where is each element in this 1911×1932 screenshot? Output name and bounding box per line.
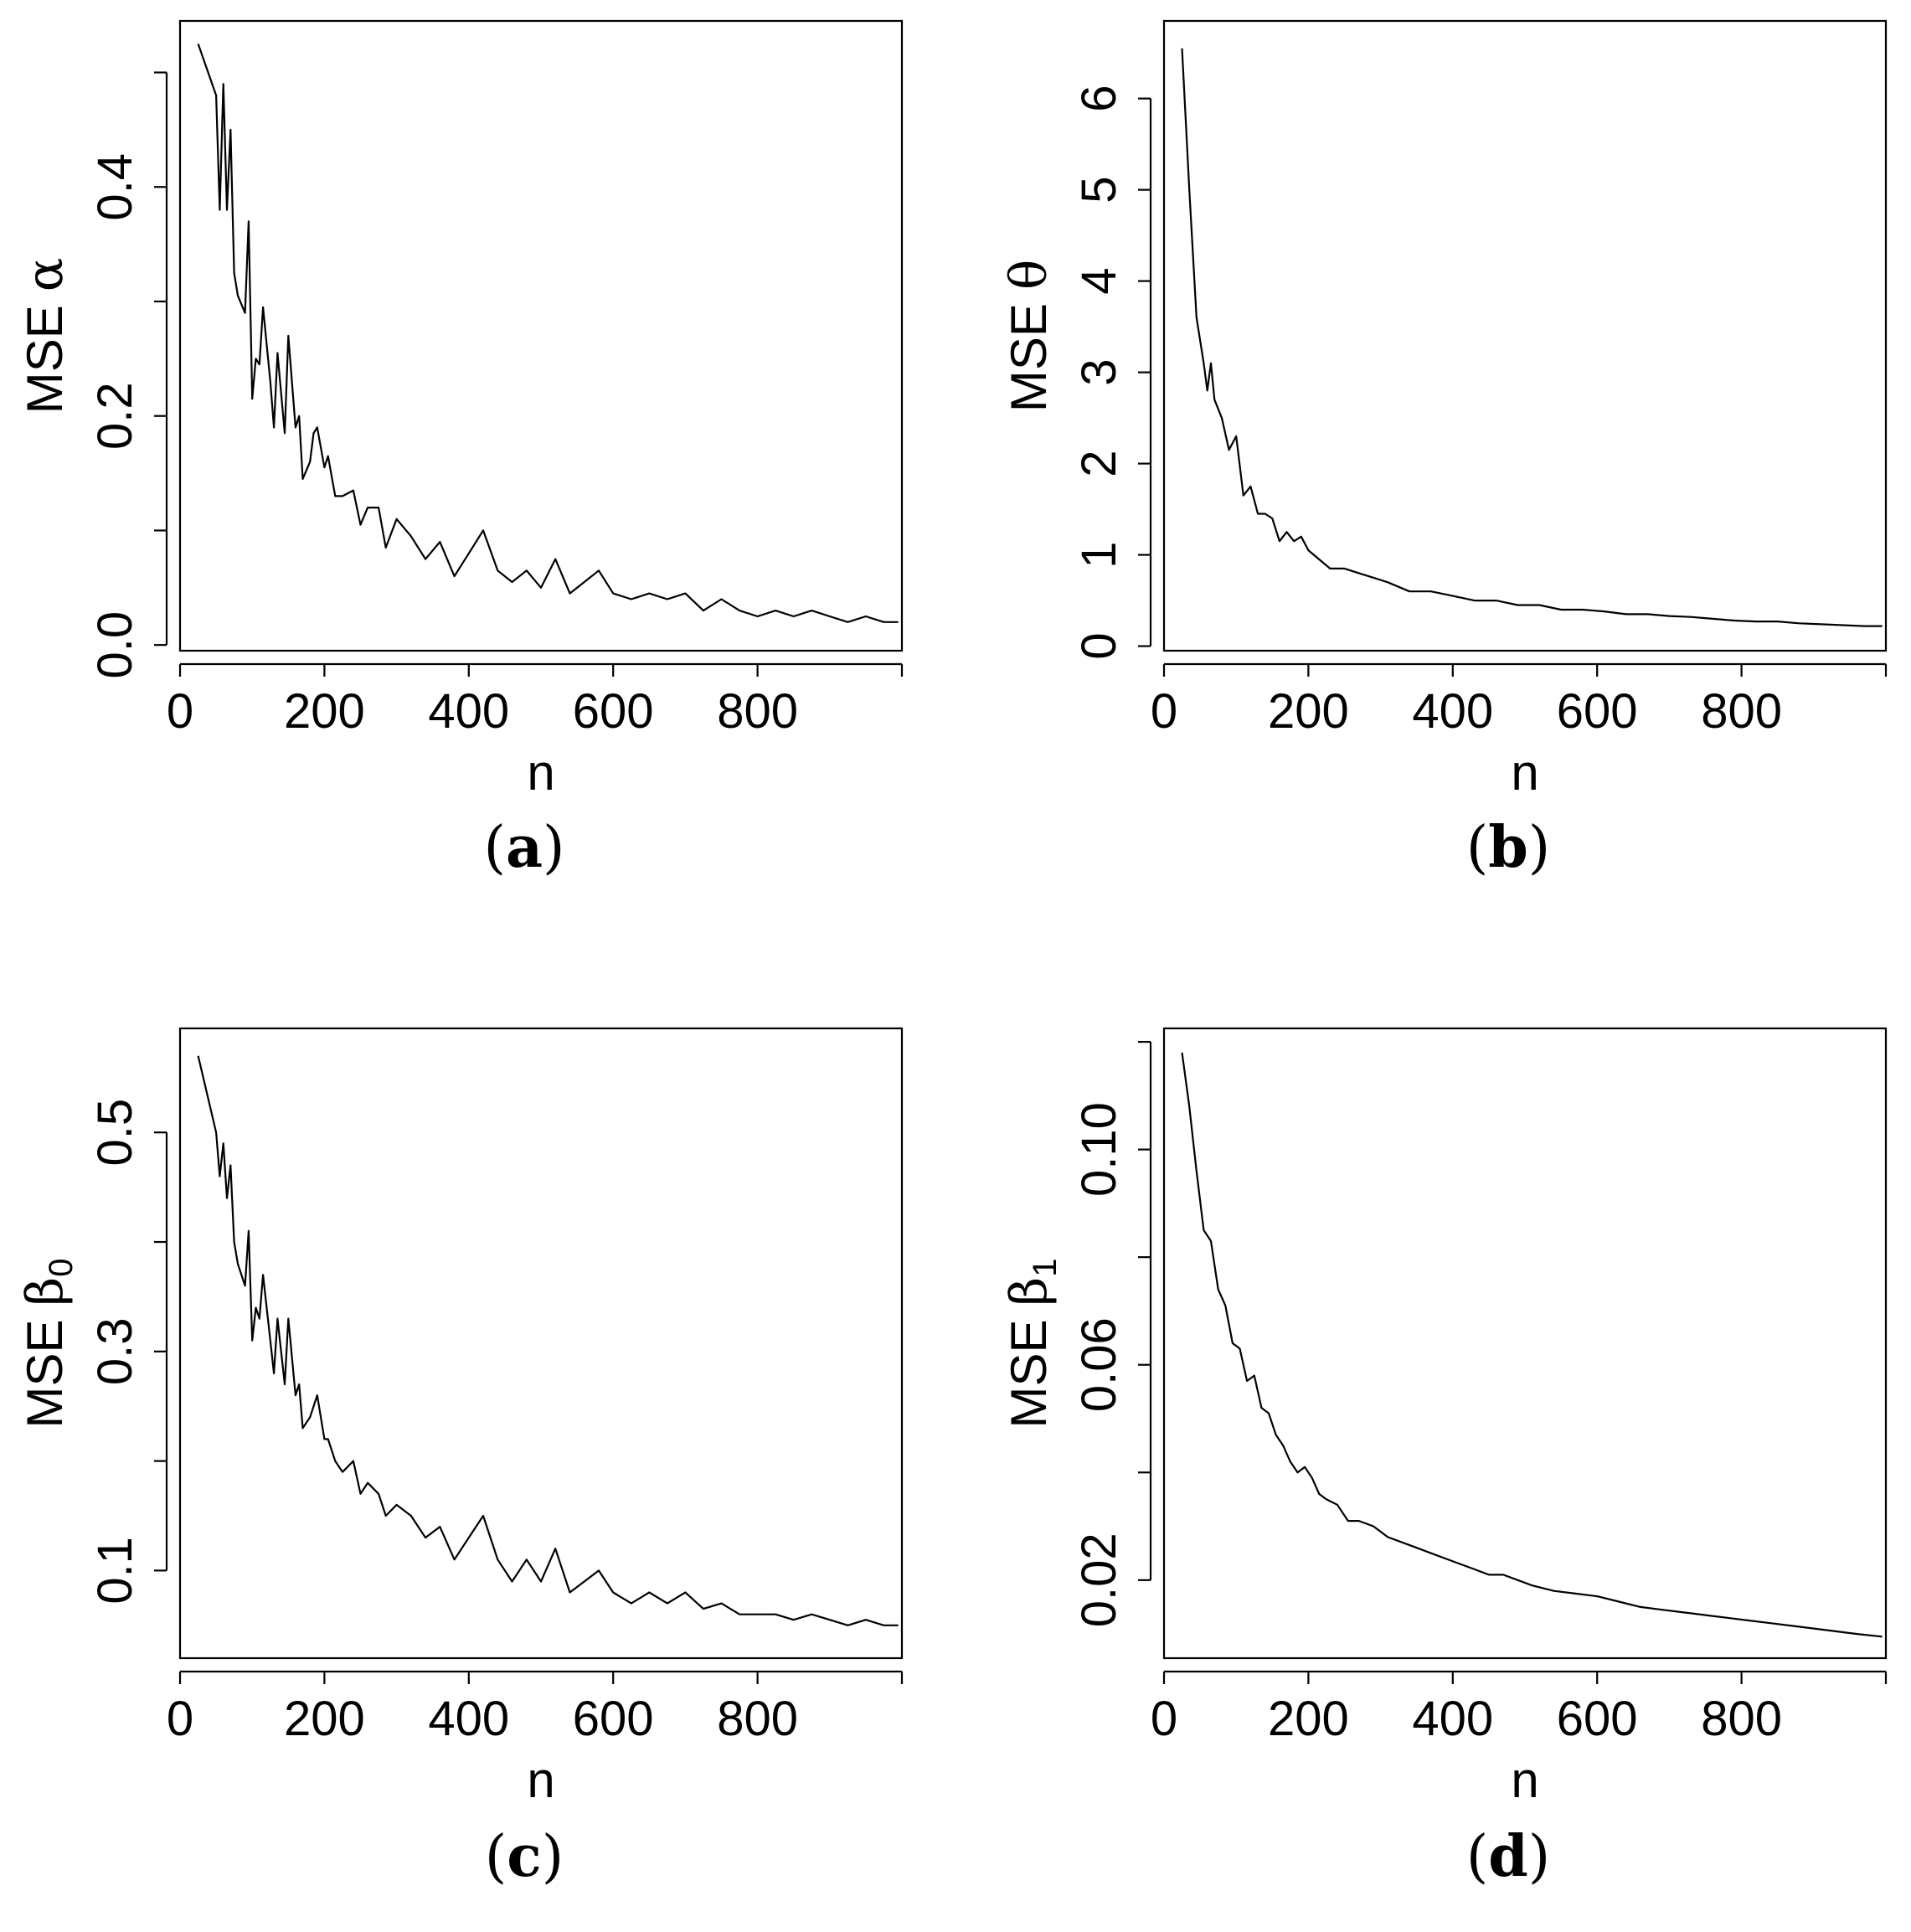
y-tick-label: 2 bbox=[1072, 450, 1126, 477]
plot-frame bbox=[178, 1027, 904, 1660]
series-line-c bbox=[197, 1055, 899, 1626]
x-tick-label: 400 bbox=[1412, 1692, 1493, 1746]
x-tick-label: 200 bbox=[1268, 684, 1349, 739]
y-axis-label-prefix: MSE bbox=[1001, 1319, 1057, 1428]
chart-panel-b: 0 200 400 600 800 0 1 2 3 4 5 6 n MSE θ (b) bbox=[1000, 19, 1888, 881]
x-tick-label: 0 bbox=[1151, 1692, 1177, 1746]
plot-frame bbox=[1162, 19, 1888, 652]
x-tick-label: 800 bbox=[717, 1692, 798, 1746]
y-tick-label: 0.06 bbox=[1072, 1317, 1126, 1412]
x-tick-label: 800 bbox=[717, 684, 798, 739]
y-axis-label-prefix: MSE bbox=[1001, 303, 1057, 412]
x-tick-label: 400 bbox=[1412, 684, 1493, 739]
series-line-d bbox=[1181, 1052, 1883, 1638]
y-tick-label: 1 bbox=[1072, 541, 1126, 568]
x-axis-label: n bbox=[527, 1752, 554, 1808]
y-axis-label-symbol: β bbox=[1000, 1277, 1059, 1306]
y-tick-label: 0.10 bbox=[1072, 1102, 1126, 1197]
panel-caption: (a) bbox=[483, 814, 564, 881]
x-tick-label: 200 bbox=[284, 1692, 365, 1746]
panel-caption-letter: c bbox=[507, 1823, 541, 1890]
y-axis-label-prefix: MSE bbox=[17, 1319, 73, 1428]
panel-caption: (b) bbox=[1466, 814, 1551, 881]
x-axis-label: n bbox=[527, 744, 554, 801]
x-tick-label: 400 bbox=[428, 684, 509, 739]
y-axis-label-symbol: α bbox=[16, 258, 75, 292]
x-tick-label: 0 bbox=[167, 1692, 193, 1746]
chart-panel-a: 0 200 400 600 800 0.0 0.2 0.4 n MSE α (a) bbox=[16, 19, 904, 881]
chart-panel-d: 0 200 400 600 800 0.02 0.06 0.10 n MSE β1 (d) bbox=[1000, 1027, 1888, 1890]
x-tick-label: 200 bbox=[1268, 1692, 1349, 1746]
x-tick-label: 0 bbox=[1151, 684, 1177, 739]
y-tick-label: 6 bbox=[1072, 85, 1126, 112]
y-tick-label: 4 bbox=[1072, 267, 1126, 294]
series-line-b bbox=[1181, 48, 1883, 627]
y-axis-label-subscript: 0 bbox=[43, 1259, 80, 1277]
y-axis-label: MSE β0 bbox=[16, 1259, 80, 1429]
y-axis-label-prefix: MSE bbox=[17, 305, 73, 414]
x-tick-label: 800 bbox=[1701, 1692, 1782, 1746]
y-tick-label: 5 bbox=[1072, 176, 1126, 203]
series-line-a bbox=[197, 43, 899, 623]
panel-caption: (d) bbox=[1466, 1823, 1551, 1890]
x-tick-label: 200 bbox=[284, 684, 365, 739]
x-axis-label: n bbox=[1511, 744, 1538, 801]
y-tick-label: 3 bbox=[1072, 358, 1126, 385]
panel-caption: (c) bbox=[485, 1823, 564, 1890]
x-tick-label: 0 bbox=[167, 684, 193, 739]
panel-caption-letter: b bbox=[1488, 814, 1528, 881]
y-tick-label: 0.02 bbox=[1072, 1533, 1126, 1627]
y-tick-label: 0.4 bbox=[88, 153, 142, 221]
y-axis-label-symbol: θ bbox=[1000, 260, 1059, 290]
y-axis-label: MSE β1 bbox=[1000, 1259, 1064, 1429]
x-tick-label: 600 bbox=[1557, 684, 1638, 739]
y-axis-label-symbol: β bbox=[16, 1277, 75, 1306]
panel-caption-letter: d bbox=[1488, 1823, 1528, 1890]
y-tick-label: 0.0 bbox=[88, 611, 142, 679]
y-tick-label: 0 bbox=[1072, 632, 1126, 659]
x-axis-label: n bbox=[1511, 1752, 1538, 1808]
plot-frame bbox=[1162, 1027, 1888, 1660]
x-tick-label: 400 bbox=[428, 1692, 509, 1746]
y-axis-label-subscript: 1 bbox=[1027, 1259, 1064, 1277]
x-tick-label: 800 bbox=[1701, 684, 1782, 739]
plot-frame bbox=[178, 19, 904, 652]
y-tick-label: 0.5 bbox=[88, 1099, 142, 1167]
y-tick-label: 0.1 bbox=[88, 1537, 142, 1605]
y-tick-label: 0.2 bbox=[88, 382, 142, 450]
panel-caption-letter: a bbox=[506, 814, 543, 881]
y-tick-label: 0.3 bbox=[88, 1317, 142, 1385]
y-axis-label: MSE θ bbox=[1000, 260, 1059, 412]
y-axis-label: MSE α bbox=[16, 258, 75, 415]
x-tick-label: 600 bbox=[573, 684, 654, 739]
x-tick-label: 600 bbox=[1557, 1692, 1638, 1746]
x-tick-label: 600 bbox=[573, 1692, 654, 1746]
